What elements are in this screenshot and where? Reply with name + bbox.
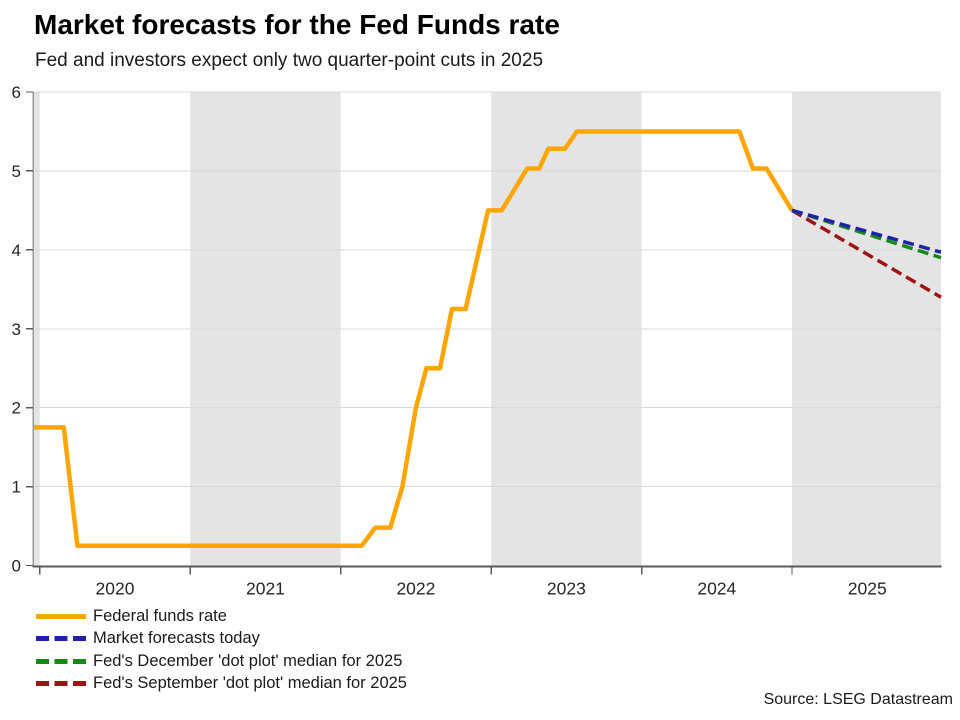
chart-subtitle: Fed and investors expect only two quarte… [35,50,544,71]
legend-label: Fed's September 'dot plot' median for 20… [93,674,407,693]
legend-row: Market forecasts today [36,628,407,651]
legend-solid-line-swatch [36,613,86,619]
series-fed-s-september-dot-plot-median-for-2025 [791,208,942,299]
source-note: Source: LSEG Datastream [763,691,953,708]
y-axis-tick-label: 2 [12,399,21,418]
legend-label: Fed's December 'dot plot' median for 202… [93,651,403,670]
y-axis-tick-label: 5 [12,162,21,181]
x-axis-tick-label: 2025 [848,579,887,599]
chart-title: Market forecasts for the Fed Funds rate [34,9,560,40]
y-axis-tick-label: 1 [12,478,21,497]
legend-label: Federal funds rate [93,606,227,625]
legend-dashed-line-swatch [36,636,86,642]
x-axis-tick-label: 2024 [697,579,736,599]
legend-row: Fed's September 'dot plot' median for 20… [36,673,407,696]
series-market-forecasts-today [791,208,942,254]
x-axis-tick-label: 2022 [396,579,435,599]
y-axis-tick-label: 4 [12,241,21,260]
legend-label: Market forecasts today [93,629,260,648]
x-axis-tick-label: 2020 [96,579,135,599]
x-axis-tick-label: 2023 [547,579,586,599]
legend-row: Federal funds rate [36,605,407,628]
chart-legend: Federal funds rate Market forecasts today… [36,605,407,695]
legend-dashed-line-swatch [36,681,86,687]
legend-dashed-line-swatch [36,658,86,664]
legend-row: Fed's December 'dot plot' median for 202… [36,650,407,673]
y-axis-tick-label: 3 [12,320,21,339]
series-federal-funds-rate [33,129,794,549]
y-axis-tick-label: 0 [12,557,21,576]
x-axis-tick-label: 2021 [246,579,285,599]
y-axis-tick-label: 6 [12,83,21,102]
